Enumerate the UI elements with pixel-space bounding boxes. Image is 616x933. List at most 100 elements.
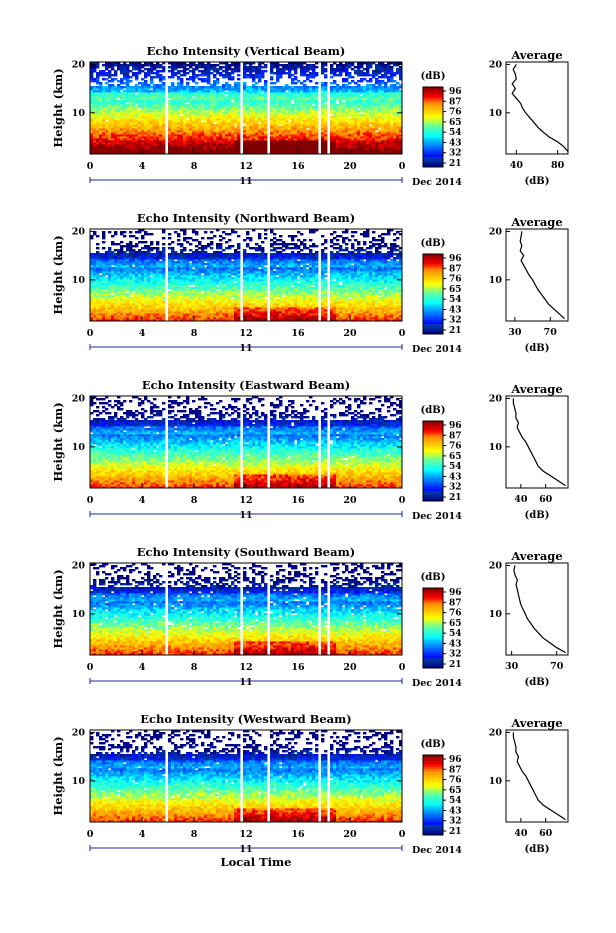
heatmap-cell [177,76,180,78]
heatmap-cell [264,80,267,82]
heatmap-cell [210,72,213,74]
heatmap-cell [105,86,108,88]
heatmap-cell [252,74,255,76]
heatmap-cell [225,96,228,98]
heatmap-cell [270,76,273,78]
heatmap-cell [129,70,132,72]
heatmap-cell [306,86,309,88]
heatmap-cell [360,114,363,116]
heatmap-cell [237,74,240,76]
heatmap-cell [309,80,312,82]
heatmap-cell [150,90,153,92]
heatmap-cell [213,74,216,76]
heatmap-cell [285,92,288,94]
heatmap-cell [96,72,99,74]
heatmap-cell [378,76,381,78]
heatmap-cell [162,76,165,78]
heatmap-cell [264,64,267,66]
heatmap-cell [108,80,111,82]
colorbar-unit: (dB) [421,71,446,82]
heatmap-cell [363,86,366,88]
heatmap-cell [216,68,219,70]
heatmap-cell [375,132,378,134]
heatmap-cell [144,80,147,82]
heatmap-cell [213,80,216,82]
heatmap-cell [198,86,201,88]
heatmap-cell [168,76,171,78]
heatmap-cell [162,82,165,84]
heatmap-cell [210,64,213,66]
heatmap-cell [357,110,360,112]
profile-title: Average [510,48,562,62]
heatmap-cell [93,78,96,80]
heatmap-cell [96,86,99,88]
heatmap-cell [354,70,357,72]
heatmap-cell [237,78,240,80]
heatmap-cell [354,86,357,88]
heatmap-cell [111,84,114,86]
heatmap-cell [357,80,360,82]
heatmap-cell [285,72,288,74]
heatmap-cell [282,64,285,66]
heatmap-cell [279,68,282,70]
profile-line [512,64,568,151]
heatmap-cell [261,86,264,88]
heatmap-cell [99,70,102,72]
heatmap-cell [309,72,312,74]
heatmap-cell [120,86,123,88]
heatmap-cell [231,76,234,78]
heatmap-cell [330,82,333,84]
heatmap-cell [339,86,342,88]
heatmap-cell [192,98,195,100]
heatmap-cell [129,76,132,78]
x-tick-label: 0 [87,161,94,172]
heatmap-cell [219,72,222,74]
heatmap-cell [99,82,102,84]
heatmap-cell [261,94,264,96]
heatmap-cell [264,70,267,72]
heatmap-cell [129,86,132,88]
colorbar [423,87,443,168]
heatmap-cell [273,82,276,84]
heatmap-cell [195,82,198,84]
heatmap-cell [282,86,285,88]
heatmap-cell [342,84,345,86]
heatmap-cell [258,124,261,126]
heatmap-cell [153,76,156,78]
colorbar-tick-label: 87 [449,97,462,107]
heatmap-cell [306,130,309,132]
heatmap-cell [120,78,123,80]
heatmap-cell [279,86,282,88]
heatmap-cell [216,78,219,80]
heatmap-cell [390,84,393,86]
heatmap-cell [108,70,111,72]
heatmap-cell [225,92,228,94]
x-tick-label: 0 [399,161,406,172]
heatmap-cell [174,86,177,88]
heatmap-cell [369,74,372,76]
heatmap-cell [138,110,141,112]
heatmap-cell [195,74,198,76]
heatmap-cell [225,82,228,84]
heatmap-cell [102,78,105,80]
heatmap-cell [270,82,273,84]
heatmap-cell [261,66,264,68]
heatmap-cell [222,84,225,86]
heatmap-cell [189,76,192,78]
heatmap-cell [312,106,315,108]
heatmap-cell [324,74,327,76]
heatmap-cell [336,84,339,86]
heatmap-cell [387,86,390,88]
heatmap-cell [303,84,306,86]
heatmap-cell [330,86,333,88]
heatmap-cell [201,86,204,88]
heatmap-cell [249,86,252,88]
heatmap-cell [321,82,324,84]
heatmap-cell [219,86,222,88]
heatmap-cell [141,64,144,66]
heatmap-cell [153,64,156,66]
heatmap-cell [144,68,147,70]
heatmap-cell [396,68,399,70]
heatmap-cell [219,66,222,68]
